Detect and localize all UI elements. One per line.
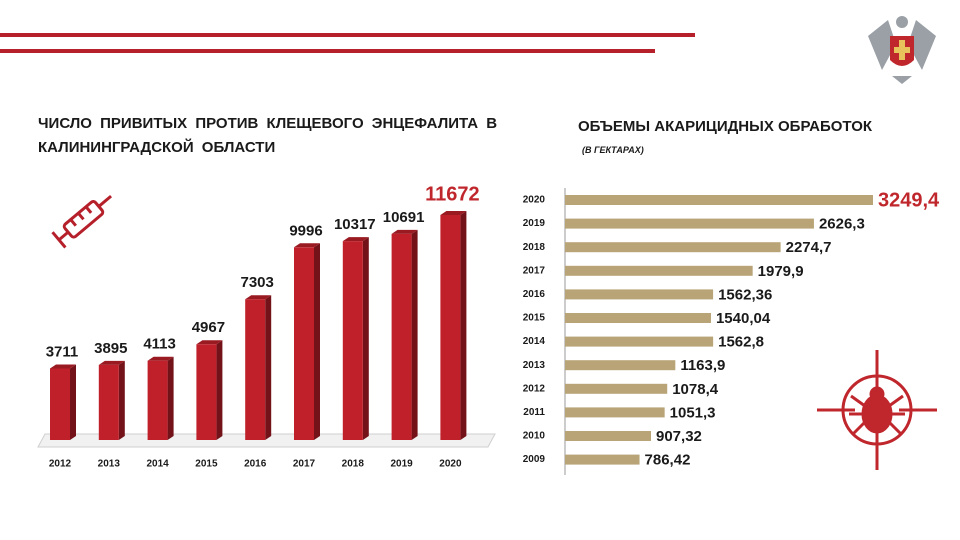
x-tick-label: 2012	[49, 459, 72, 470]
bar-shade	[98, 360, 125, 365]
bar	[565, 195, 873, 205]
header-line	[0, 49, 655, 53]
bar	[50, 368, 70, 440]
x-tick-label: 2015	[195, 459, 218, 470]
bar-shade	[362, 237, 369, 440]
y-tick-label: 2016	[523, 289, 546, 300]
y-tick-label: 2011	[523, 407, 545, 418]
y-tick-label: 2018	[523, 242, 546, 253]
data-label: 1562,8	[718, 334, 764, 351]
bar-shade	[391, 229, 418, 234]
data-label: 1562,36	[718, 286, 772, 303]
bar	[440, 215, 461, 440]
bar	[565, 336, 714, 347]
bar-shade	[216, 340, 223, 440]
bar	[98, 364, 119, 440]
y-tick-label: 2013	[523, 360, 546, 371]
bar-shade	[245, 295, 272, 300]
bar-shade	[196, 340, 223, 345]
bar	[565, 265, 753, 276]
data-label: 7303	[241, 274, 274, 291]
bar-shade	[294, 243, 320, 248]
bar	[565, 431, 652, 441]
data-label: 11672	[425, 183, 480, 205]
y-tick-label: 2012	[523, 383, 546, 394]
bar-shade	[411, 229, 418, 440]
bar-shade	[440, 211, 467, 215]
data-label: 10317	[334, 216, 376, 233]
syringe-icon	[51, 194, 113, 249]
data-label: 3711	[46, 343, 79, 360]
bar	[391, 233, 412, 440]
x-tick-label: 2018	[342, 459, 365, 470]
bar	[565, 383, 668, 394]
bar	[565, 289, 714, 300]
y-tick-label: 2019	[523, 218, 546, 229]
y-tick-label: 2017	[523, 265, 546, 276]
data-label: 2274,7	[786, 239, 832, 256]
y-tick-label: 2020	[523, 195, 546, 206]
bar-shade	[460, 211, 467, 440]
bar	[565, 313, 711, 323]
x-tick-label: 2013	[98, 459, 121, 470]
data-label: 786,42	[645, 452, 691, 469]
bar	[294, 247, 314, 440]
data-label: 4113	[143, 336, 176, 353]
bar-shade	[167, 356, 174, 440]
bar	[196, 344, 217, 440]
x-tick-label: 2019	[390, 459, 413, 470]
data-label: 1540,04	[716, 310, 771, 327]
bar	[245, 299, 266, 440]
bar	[147, 360, 168, 440]
data-label: 4967	[192, 319, 225, 336]
data-label: 907,32	[656, 428, 702, 445]
bar	[565, 360, 676, 371]
x-tick-label: 2014	[146, 459, 169, 470]
data-label: 3895	[94, 340, 127, 357]
bar-shade	[70, 364, 76, 440]
bar	[565, 218, 814, 229]
data-label: 1078,4	[672, 381, 719, 398]
bar	[565, 454, 640, 465]
y-tick-label: 2010	[523, 431, 546, 442]
header-line	[0, 33, 695, 37]
chart-title: ОБЪЕМЫ АКАРИЦИДНЫХ ОБРАБОТОК	[578, 118, 873, 135]
data-label: 3249,4	[878, 189, 940, 211]
data-label: 10691	[383, 209, 425, 226]
tick-icon	[817, 350, 937, 470]
y-tick-label: 2015	[523, 313, 546, 324]
x-tick-label: 2016	[244, 459, 267, 470]
x-tick-label: 2020	[439, 459, 462, 470]
data-label: 1051,3	[670, 404, 716, 421]
chart-subtitle: (В ГЕКТАРАХ)	[582, 145, 644, 155]
bar	[342, 241, 363, 440]
bar-shade	[118, 360, 125, 440]
data-label: 9996	[289, 222, 322, 239]
bar	[565, 407, 665, 418]
bar-shade	[265, 295, 272, 440]
bar	[565, 242, 781, 253]
data-label: 2626,3	[819, 216, 865, 233]
chart-title: ЧИСЛО ПРИВИТЫХ ПРОТИВ КЛЕЩЕВОГО ЭНЦЕФАЛИ…	[38, 115, 498, 156]
data-label: 1163,9	[680, 357, 725, 374]
bar-shade	[314, 243, 320, 440]
bar-shade	[50, 364, 76, 369]
y-tick-label: 2009	[523, 454, 546, 465]
bar-shade	[342, 237, 369, 242]
data-label: 1979,9	[758, 263, 804, 280]
y-tick-label: 2014	[523, 336, 546, 347]
emblem	[868, 16, 936, 84]
bar-shade	[147, 356, 174, 361]
x-tick-label: 2017	[293, 459, 316, 470]
